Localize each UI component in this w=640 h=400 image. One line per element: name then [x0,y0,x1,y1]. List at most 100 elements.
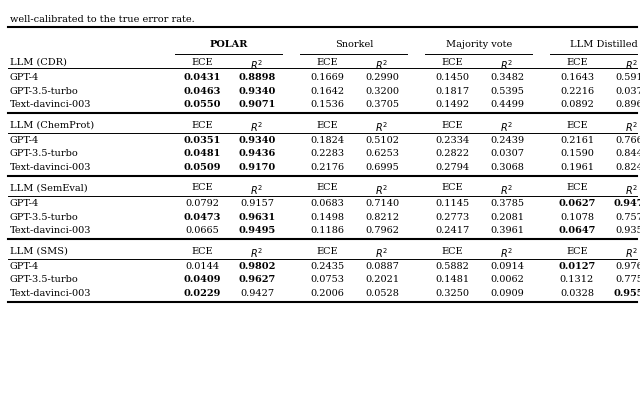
Text: $R^2$: $R^2$ [625,184,639,197]
Text: 0.9802: 0.9802 [238,262,276,271]
Text: 0.6995: 0.6995 [365,163,399,172]
Text: ECE: ECE [566,120,588,130]
Text: LLM (ChemProt): LLM (ChemProt) [10,120,94,130]
Text: 0.9427: 0.9427 [240,289,274,298]
Text: $R^2$: $R^2$ [625,246,639,260]
Text: 0.0892: 0.0892 [560,100,594,109]
Text: 0.9340: 0.9340 [238,86,276,96]
Text: GPT-3.5-turbo: GPT-3.5-turbo [10,276,79,284]
Text: $R^2$: $R^2$ [250,58,264,72]
Text: 0.0144: 0.0144 [185,262,219,271]
Text: 0.1450: 0.1450 [435,73,469,82]
Text: 0.7754: 0.7754 [615,276,640,284]
Text: 0.2773: 0.2773 [435,212,469,222]
Text: ECE: ECE [191,120,213,130]
Text: $R^2$: $R^2$ [500,120,513,134]
Text: 0.7663: 0.7663 [615,136,640,145]
Text: 0.1078: 0.1078 [560,212,594,222]
Text: 0.0528: 0.0528 [365,289,399,298]
Text: 0.1536: 0.1536 [310,100,344,109]
Text: 0.2283: 0.2283 [310,150,344,158]
Text: GPT-4: GPT-4 [10,136,39,145]
Text: Majority vote: Majority vote [446,40,512,49]
Text: 0.3705: 0.3705 [365,100,399,109]
Text: ECE: ECE [441,120,463,130]
Text: $R^2$: $R^2$ [376,184,388,197]
Text: ECE: ECE [191,246,213,256]
Text: 0.0792: 0.0792 [185,199,219,208]
Text: POLAR: POLAR [210,40,248,49]
Text: GPT-3.5-turbo: GPT-3.5-turbo [10,86,79,96]
Text: 0.5882: 0.5882 [435,262,469,271]
Text: 0.9157: 0.9157 [240,199,274,208]
Text: 0.0683: 0.0683 [310,199,344,208]
Text: 0.5102: 0.5102 [365,136,399,145]
Text: 0.1312: 0.1312 [560,276,594,284]
Text: 0.9340: 0.9340 [238,136,276,145]
Text: 0.0409: 0.0409 [183,276,221,284]
Text: 0.0307: 0.0307 [490,150,524,158]
Text: 0.2021: 0.2021 [365,276,399,284]
Text: 0.2176: 0.2176 [310,163,344,172]
Text: LLM (SemEval): LLM (SemEval) [10,184,88,192]
Text: well-calibrated to the true error rate.: well-calibrated to the true error rate. [10,15,195,24]
Text: GPT-3.5-turbo: GPT-3.5-turbo [10,150,79,158]
Text: $R^2$: $R^2$ [500,184,513,197]
Text: 0.0627: 0.0627 [558,199,596,208]
Text: 0.1186: 0.1186 [310,226,344,235]
Text: 0.2216: 0.2216 [560,86,594,96]
Text: $R^2$: $R^2$ [376,58,388,72]
Text: 0.0550: 0.0550 [183,100,221,109]
Text: 0.9470: 0.9470 [613,199,640,208]
Text: 0.2794: 0.2794 [435,163,469,172]
Text: 0.0909: 0.0909 [490,289,524,298]
Text: 0.0647: 0.0647 [558,226,596,235]
Text: 0.7571: 0.7571 [615,212,640,222]
Text: 0.7962: 0.7962 [365,226,399,235]
Text: ECE: ECE [316,246,338,256]
Text: 0.2417: 0.2417 [435,226,469,235]
Text: Text-davinci-003: Text-davinci-003 [10,163,92,172]
Text: 0.1481: 0.1481 [435,276,469,284]
Text: $R^2$: $R^2$ [625,58,639,72]
Text: 0.1590: 0.1590 [560,150,594,158]
Text: 0.0127: 0.0127 [558,262,596,271]
Text: 0.1824: 0.1824 [310,136,344,145]
Text: 0.0914: 0.0914 [490,262,524,271]
Text: 0.3785: 0.3785 [490,199,524,208]
Text: ECE: ECE [566,58,588,67]
Text: LLM Distilled: LLM Distilled [570,40,638,49]
Text: LLM (CDR): LLM (CDR) [10,58,67,67]
Text: 0.7140: 0.7140 [365,199,399,208]
Text: 0.4499: 0.4499 [490,100,524,109]
Text: $R^2$: $R^2$ [376,246,388,260]
Text: 0.2439: 0.2439 [490,136,524,145]
Text: LLM (SMS): LLM (SMS) [10,246,68,256]
Text: 0.2334: 0.2334 [435,136,469,145]
Text: 0.9768: 0.9768 [615,262,640,271]
Text: 0.8212: 0.8212 [365,212,399,222]
Text: 0.1642: 0.1642 [310,86,344,96]
Text: 0.9436: 0.9436 [238,150,276,158]
Text: 0.0371: 0.0371 [615,86,640,96]
Text: GPT-4: GPT-4 [10,73,39,82]
Text: 0.1492: 0.1492 [435,100,469,109]
Text: 0.8964: 0.8964 [615,100,640,109]
Text: 0.0351: 0.0351 [184,136,221,145]
Text: 0.9071: 0.9071 [238,100,276,109]
Text: 0.0887: 0.0887 [365,262,399,271]
Text: 0.3250: 0.3250 [435,289,469,298]
Text: 0.0229: 0.0229 [183,289,221,298]
Text: Text-davinci-003: Text-davinci-003 [10,100,92,109]
Text: ECE: ECE [566,184,588,192]
Text: 0.0328: 0.0328 [560,289,594,298]
Text: 0.5918: 0.5918 [615,73,640,82]
Text: 0.2435: 0.2435 [310,262,344,271]
Text: ECE: ECE [316,58,338,67]
Text: 0.1669: 0.1669 [310,73,344,82]
Text: 0.1498: 0.1498 [310,212,344,222]
Text: 0.0665: 0.0665 [185,226,219,235]
Text: 0.8447: 0.8447 [615,150,640,158]
Text: ECE: ECE [441,58,463,67]
Text: 0.0473: 0.0473 [183,212,221,222]
